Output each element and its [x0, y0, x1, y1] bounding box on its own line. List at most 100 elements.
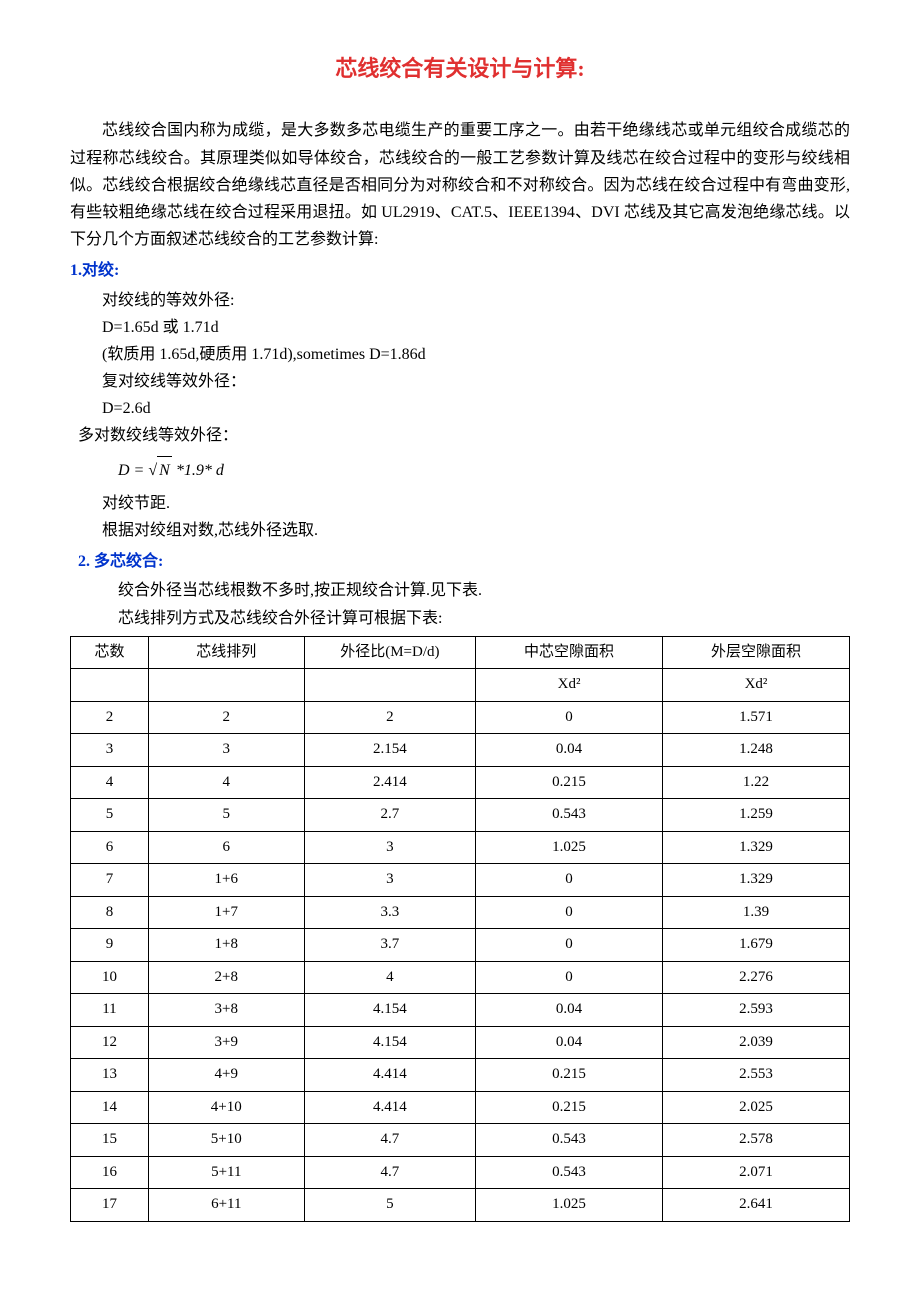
sec1-line-d-formula: D=1.65d 或 1.71d [102, 314, 850, 341]
table-row: 113+84.1540.042.593 [71, 994, 850, 1027]
table-cell: 3+9 [148, 1026, 304, 1059]
table-cell: 5 [148, 799, 304, 832]
table-cell: 1.025 [476, 1189, 663, 1222]
table-cell: 4+10 [148, 1091, 304, 1124]
table-row: 165+114.70.5432.071 [71, 1156, 850, 1189]
table-row: 332.1540.041.248 [71, 734, 850, 767]
sec2-line-2: 芯线排列方式及芯线绞合外径计算可根据下表: [118, 605, 850, 632]
table-row: 6631.0251.329 [71, 831, 850, 864]
table-row: 22201.571 [71, 701, 850, 734]
table-cell: 2.553 [663, 1059, 850, 1092]
table-row: 176+1151.0252.641 [71, 1189, 850, 1222]
table-row: 552.70.5431.259 [71, 799, 850, 832]
table-cell: 2.071 [663, 1156, 850, 1189]
table-cell: 4 [304, 961, 475, 994]
table-row: 91+83.701.679 [71, 929, 850, 962]
table-cell: 3 [148, 734, 304, 767]
core-stranding-table: 芯数 芯线排列 外径比(M=D/d) 中芯空隙面积 外层空隙面积 Xd² Xd²… [70, 636, 850, 1222]
table-row: 155+104.70.5432.578 [71, 1124, 850, 1157]
table-cell: 15 [71, 1124, 149, 1157]
table-cell: 0 [476, 961, 663, 994]
col-head-arrangement: 芯线排列 [148, 636, 304, 669]
table-cell: 1.248 [663, 734, 850, 767]
formula-sqrt-content: N [157, 456, 172, 484]
table-cell: 1.329 [663, 864, 850, 897]
table-cell: 7 [71, 864, 149, 897]
table-cell: 1+6 [148, 864, 304, 897]
table-cell: 6+11 [148, 1189, 304, 1222]
table-cell: 0.04 [476, 734, 663, 767]
table-cell: 0.543 [476, 799, 663, 832]
sec1-formula: D = √N *1.9* d [118, 450, 850, 490]
table-cell: 10 [71, 961, 149, 994]
table-row: 102+8402.276 [71, 961, 850, 994]
table-cell: 4 [148, 766, 304, 799]
table-cell: 0.215 [476, 1091, 663, 1124]
table-cell: 2.039 [663, 1026, 850, 1059]
sec1-line-equiv-od: 对绞线的等效外径: [102, 287, 850, 314]
col-sub-4: Xd² [663, 669, 850, 702]
table-row: 144+104.4140.2152.025 [71, 1091, 850, 1124]
table-cell: 0.04 [476, 1026, 663, 1059]
table-row: 71+6301.329 [71, 864, 850, 897]
table-cell: 2.578 [663, 1124, 850, 1157]
table-cell: 2.025 [663, 1091, 850, 1124]
sec1-line-d26: D=2.6d [102, 395, 850, 422]
table-cell: 12 [71, 1026, 149, 1059]
table-cell: 2 [148, 701, 304, 734]
table-cell: 0.215 [476, 1059, 663, 1092]
table-row: 81+73.301.39 [71, 896, 850, 929]
table-row: 123+94.1540.042.039 [71, 1026, 850, 1059]
table-cell: 1+8 [148, 929, 304, 962]
table-cell: 4.154 [304, 994, 475, 1027]
table-cell: 2 [304, 701, 475, 734]
table-cell: 2.414 [304, 766, 475, 799]
col-sub-3: Xd² [476, 669, 663, 702]
table-cell: 2+8 [148, 961, 304, 994]
sec1-line-multi-od: 多对数绞线等效外径： [78, 422, 850, 449]
table-cell: 5+10 [148, 1124, 304, 1157]
table-cell: 4.154 [304, 1026, 475, 1059]
table-cell: 0 [476, 896, 663, 929]
table-cell: 6 [148, 831, 304, 864]
table-cell: 1.259 [663, 799, 850, 832]
table-cell: 8 [71, 896, 149, 929]
table-cell: 5 [304, 1189, 475, 1222]
col-head-cores: 芯数 [71, 636, 149, 669]
table-cell: 0 [476, 864, 663, 897]
page-title: 芯线绞合有关设计与计算: [70, 50, 850, 87]
table-cell: 4+9 [148, 1059, 304, 1092]
table-cell: 4 [71, 766, 149, 799]
table-cell: 11 [71, 994, 149, 1027]
table-cell: 9 [71, 929, 149, 962]
table-cell: 16 [71, 1156, 149, 1189]
col-head-center-gap: 中芯空隙面积 [476, 636, 663, 669]
table-row: 134+94.4140.2152.553 [71, 1059, 850, 1092]
section-1-heading: 1.对绞: [70, 257, 850, 284]
col-sub-0 [71, 669, 149, 702]
table-cell: 6 [71, 831, 149, 864]
table-cell: 1.025 [476, 831, 663, 864]
section-2-heading: 2. 多芯绞合: [78, 548, 850, 575]
table-cell: 2.154 [304, 734, 475, 767]
table-cell: 1.329 [663, 831, 850, 864]
table-row: 442.4140.2151.22 [71, 766, 850, 799]
table-cell: 1+7 [148, 896, 304, 929]
table-header-row-2: Xd² Xd² [71, 669, 850, 702]
table-cell: 2.593 [663, 994, 850, 1027]
table-cell: 3.3 [304, 896, 475, 929]
table-cell: 0 [476, 929, 663, 962]
table-cell: 5 [71, 799, 149, 832]
formula-prefix: D = [118, 462, 148, 479]
col-sub-2 [304, 669, 475, 702]
table-cell: 3.7 [304, 929, 475, 962]
table-cell: 3 [304, 864, 475, 897]
table-cell: 14 [71, 1091, 149, 1124]
table-cell: 0.543 [476, 1156, 663, 1189]
table-cell: 0.215 [476, 766, 663, 799]
sec1-line-pitch: 对绞节距. [102, 490, 850, 517]
table-cell: 17 [71, 1189, 149, 1222]
table-cell: 3 [71, 734, 149, 767]
col-sub-1 [148, 669, 304, 702]
table-cell: 0 [476, 701, 663, 734]
